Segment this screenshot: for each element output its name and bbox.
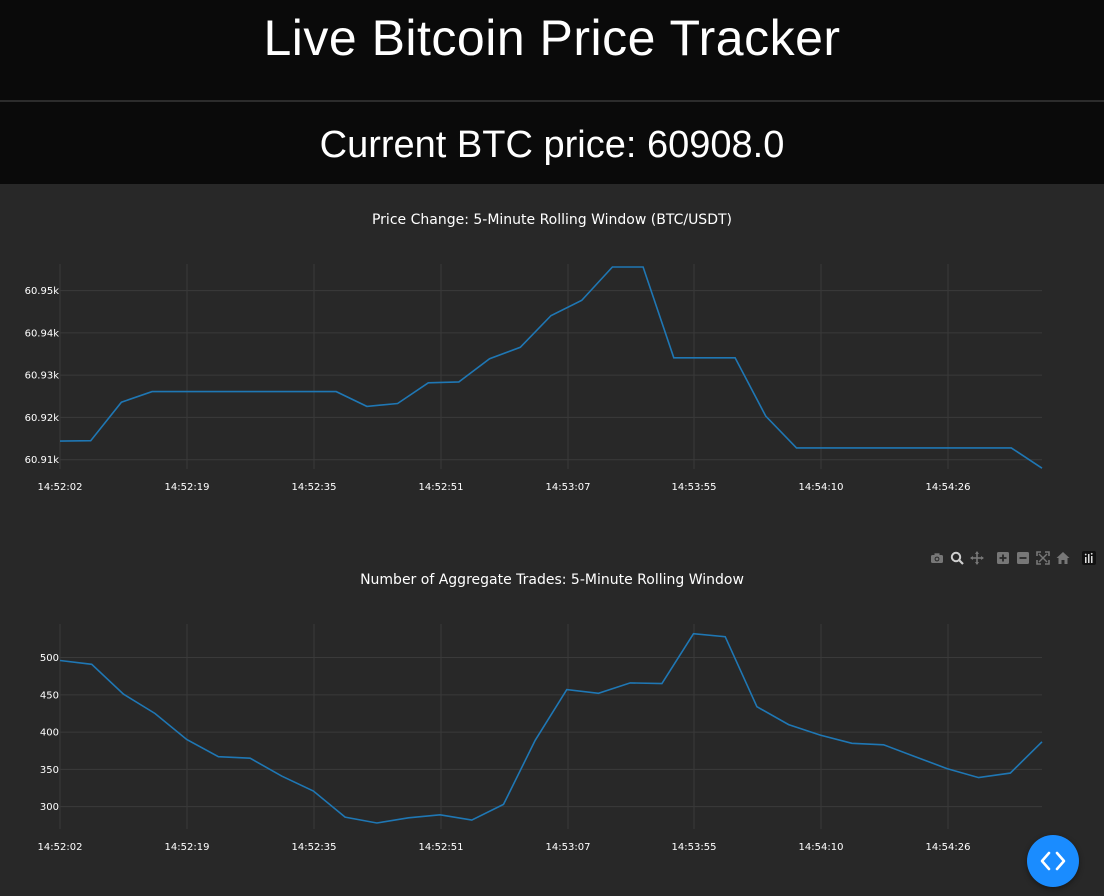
x-tick-label: 14:53:07 [546,842,591,853]
header-divider [0,100,1104,102]
plotly-logo-icon[interactable] [1082,551,1096,565]
charts-svg[interactable]: Price Change: 5-Minute Rolling Window (B… [0,184,1104,896]
y-tick-label: 60.91k [25,455,60,466]
header-bar: Live Bitcoin Price Tracker [0,0,1104,100]
reset-axes-icon[interactable] [1056,551,1070,565]
chart-1[interactable]: Price Change: 5-Minute Rolling Window (B… [25,212,1043,493]
camera-icon[interactable] [930,551,944,565]
y-tick-label: 450 [40,690,59,701]
chart-title: Price Change: 5-Minute Rolling Window (B… [372,212,732,228]
page-title: Live Bitcoin Price Tracker [263,10,841,66]
zoom-out-icon[interactable] [1016,551,1030,565]
x-tick-label: 14:52:19 [165,482,210,493]
x-tick-label: 14:54:26 [926,482,971,493]
x-tick-label: 14:54:26 [926,842,971,853]
zoom-icon[interactable] [950,551,964,565]
plot-modebar [930,550,1096,566]
series-line[interactable] [59,632,1043,824]
autoscale-icon[interactable] [1036,551,1050,565]
x-tick-label: 14:54:10 [799,842,844,853]
y-tick-label: 300 [40,802,59,813]
y-tick-label: 60.94k [25,328,60,339]
x-tick-label: 14:52:35 [292,482,337,493]
y-tick-label: 60.95k [25,286,60,297]
x-tick-label: 14:52:19 [165,842,210,853]
x-tick-label: 14:53:55 [672,482,717,493]
chart-2[interactable]: Number of Aggregate Trades: 5-Minute Rol… [38,572,1043,853]
y-tick-label: 60.93k [25,371,60,382]
y-tick-label: 400 [40,728,59,739]
x-tick-label: 14:53:55 [672,842,717,853]
x-tick-label: 14:52:02 [38,842,83,853]
x-tick-label: 14:54:10 [799,482,844,493]
price-bar: Current BTC price: 60908.0 [0,102,1104,184]
y-tick-label: 60.92k [25,413,60,424]
x-tick-label: 14:52:51 [419,842,464,853]
y-tick-label: 350 [40,765,59,776]
x-tick-label: 14:52:35 [292,842,337,853]
charts-area: Price Change: 5-Minute Rolling Window (B… [0,184,1104,896]
pan-icon[interactable] [970,551,984,565]
code-brackets-icon [1040,851,1066,871]
x-tick-label: 14:52:51 [419,482,464,493]
x-tick-label: 14:52:02 [38,482,83,493]
zoom-in-icon[interactable] [996,551,1010,565]
code-toggle-button[interactable] [1027,835,1079,887]
x-tick-label: 14:53:07 [546,482,591,493]
y-tick-label: 500 [40,653,59,664]
current-price-text: Current BTC price: 60908.0 [319,123,785,166]
series-line[interactable] [59,266,1043,469]
chart-title: Number of Aggregate Trades: 5-Minute Rol… [360,572,744,588]
